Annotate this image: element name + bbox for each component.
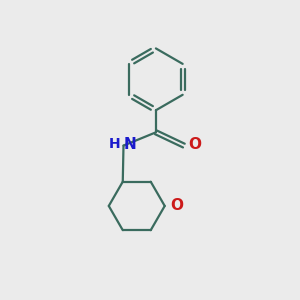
Text: N: N xyxy=(124,136,136,152)
Text: O: O xyxy=(170,198,183,213)
Text: O: O xyxy=(188,136,201,152)
Text: H: H xyxy=(108,137,120,151)
